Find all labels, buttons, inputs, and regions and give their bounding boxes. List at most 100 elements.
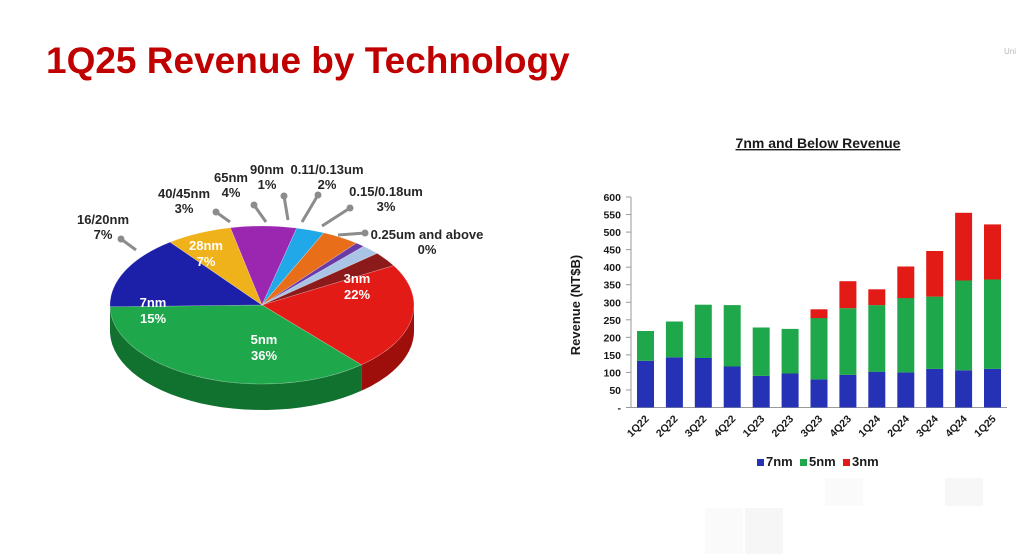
pie-label-0.11/0.13um: 0.11/0.13um [291,162,364,177]
legend-label-5nm: 5nm [809,454,836,469]
pie-percent-16/20nm: 7% [94,227,113,242]
y-tick-label: 400 [603,262,621,274]
x-tick-label-1Q25: 1Q25 [972,413,999,440]
pie-slice-5nm [109,304,362,385]
legend-label-3nm: 3nm [852,454,879,469]
bar-3nm-4Q24 [955,212,973,281]
pie-label-5nm: 5nm [251,332,278,347]
background-block [945,478,983,506]
bar-5nm-2Q22 [665,321,683,358]
bar-5nm-1Q22 [637,331,654,361]
pie-label-7nm: 7nm [140,295,167,310]
bar-7nm-1Q24 [868,371,886,408]
y-tick-label: 550 [603,210,621,222]
x-tick-label-3Q24: 3Q24 [914,413,941,440]
x-tick-label-4Q23: 4Q23 [827,413,854,440]
y-tick-label: 150 [603,350,621,362]
bar-7nm-2Q23 [781,373,799,408]
y-tick-label: 300 [603,297,621,309]
bar-5nm-2Q23 [781,328,799,374]
bar-3nm-3Q23 [810,309,828,319]
bar-chart-title: 7nm and Below Revenue [736,135,901,151]
pie-percent-40/45nm: 3% [175,201,194,216]
bar-3nm-3Q24 [926,251,944,297]
callout-line-90nm [282,195,290,221]
pie-slice-16/20nm [169,227,263,306]
pie-label-3nm: 3nm [344,271,371,286]
bar-7nm-2Q22 [665,357,683,408]
callout-line-0.15/0.18um [321,206,351,228]
x-tick-label-2Q22: 2Q22 [654,413,681,440]
y-axis-label: Revenue (NT$B) [568,255,583,355]
pie-percent-3nm: 22% [344,287,370,302]
background-block [745,508,783,554]
bar-5nm-1Q23 [752,327,770,376]
pie-slice-0.11/0.13um [261,245,378,306]
pie-side-3nm [361,305,414,391]
pie-percent-0.11/0.13um: 2% [318,177,337,192]
y-tick-label: 450 [603,245,621,257]
pie-slice-7nm [109,241,263,308]
bar-7nm-1Q22 [637,360,654,408]
x-tick-label-3Q23: 3Q23 [798,413,825,440]
pie-label-0.15/0.18um: 0.15/0.18um [349,184,423,199]
pie-percent-0.25um and above: 0% [418,242,437,257]
pie-percent-0.15/0.18um: 3% [377,199,396,214]
pie-percent-28nm: 7% [197,254,216,269]
bar-7nm-4Q22 [723,366,741,408]
y-tick-label: 100 [603,367,621,379]
pie-label-0.25um and above: 0.25um and above [371,227,484,242]
x-tick-label-1Q22: 1Q22 [625,413,652,440]
bar-3nm-1Q24 [868,289,886,306]
y-tick-label: 200 [603,332,621,344]
pie-label-16/20nm: 16/20nm [77,212,129,227]
pie-slice-65nm [261,232,358,306]
bar-5nm-3Q24 [926,296,944,369]
bar-3nm-2Q24 [897,266,915,299]
bar-7nm-4Q23 [839,374,857,408]
bar-5nm-4Q22 [723,305,741,367]
x-tick-label-1Q23: 1Q23 [741,413,768,440]
pie-label-90nm: 90nm [250,162,284,177]
corner-logo-text: Uni [1004,47,1017,56]
pie-slice-90nm [261,242,365,306]
legend-swatch-7nm [757,459,764,466]
bar-5nm-3Q23 [810,318,828,380]
bar-7nm-3Q22 [694,358,712,408]
legend-swatch-5nm [800,459,807,466]
pie-slice-0.15/0.18um [261,253,395,306]
callout-dot-90nm [280,192,288,200]
pie-slice-40/45nm [261,227,325,306]
pie-slice-3nm [261,265,415,366]
bar-7nm-1Q25 [984,368,1001,408]
bar-7nm-2Q24 [897,372,915,408]
background-block [825,478,863,506]
pie-percent-5nm: 36% [251,348,277,363]
bar-7nm-3Q24 [926,368,944,408]
page-title: 1Q25 Revenue by Technology [46,40,570,81]
bar-5nm-3Q22 [694,304,712,358]
pie-label-40/45nm: 40/45nm [158,186,210,201]
bar-7nm-4Q24 [955,370,973,408]
bar-5nm-1Q24 [868,305,886,372]
y-tick-label: 350 [603,280,621,292]
pie-percent-7nm: 15% [140,311,166,326]
callout-dot-0.11/0.13um [314,191,322,199]
pie-label-28nm: 28nm [189,238,223,253]
x-tick-label-1Q24: 1Q24 [856,413,883,440]
callout-dot-0.25um and above [361,229,369,237]
bar-3nm-1Q25 [984,224,1001,280]
y-tick-label: - [618,403,622,415]
callout-dot-40/45nm [212,208,220,216]
y-tick-label: 600 [603,192,621,204]
pie-label-65nm: 65nm [214,170,248,185]
x-tick-label-2Q24: 2Q24 [885,413,912,440]
bar-5nm-4Q23 [839,308,857,375]
y-tick-label: 500 [603,227,621,239]
bar-5nm-1Q25 [984,279,1001,369]
bar-7nm-1Q23 [752,375,770,408]
background-block [705,508,743,554]
bar-3nm-4Q23 [839,281,857,309]
